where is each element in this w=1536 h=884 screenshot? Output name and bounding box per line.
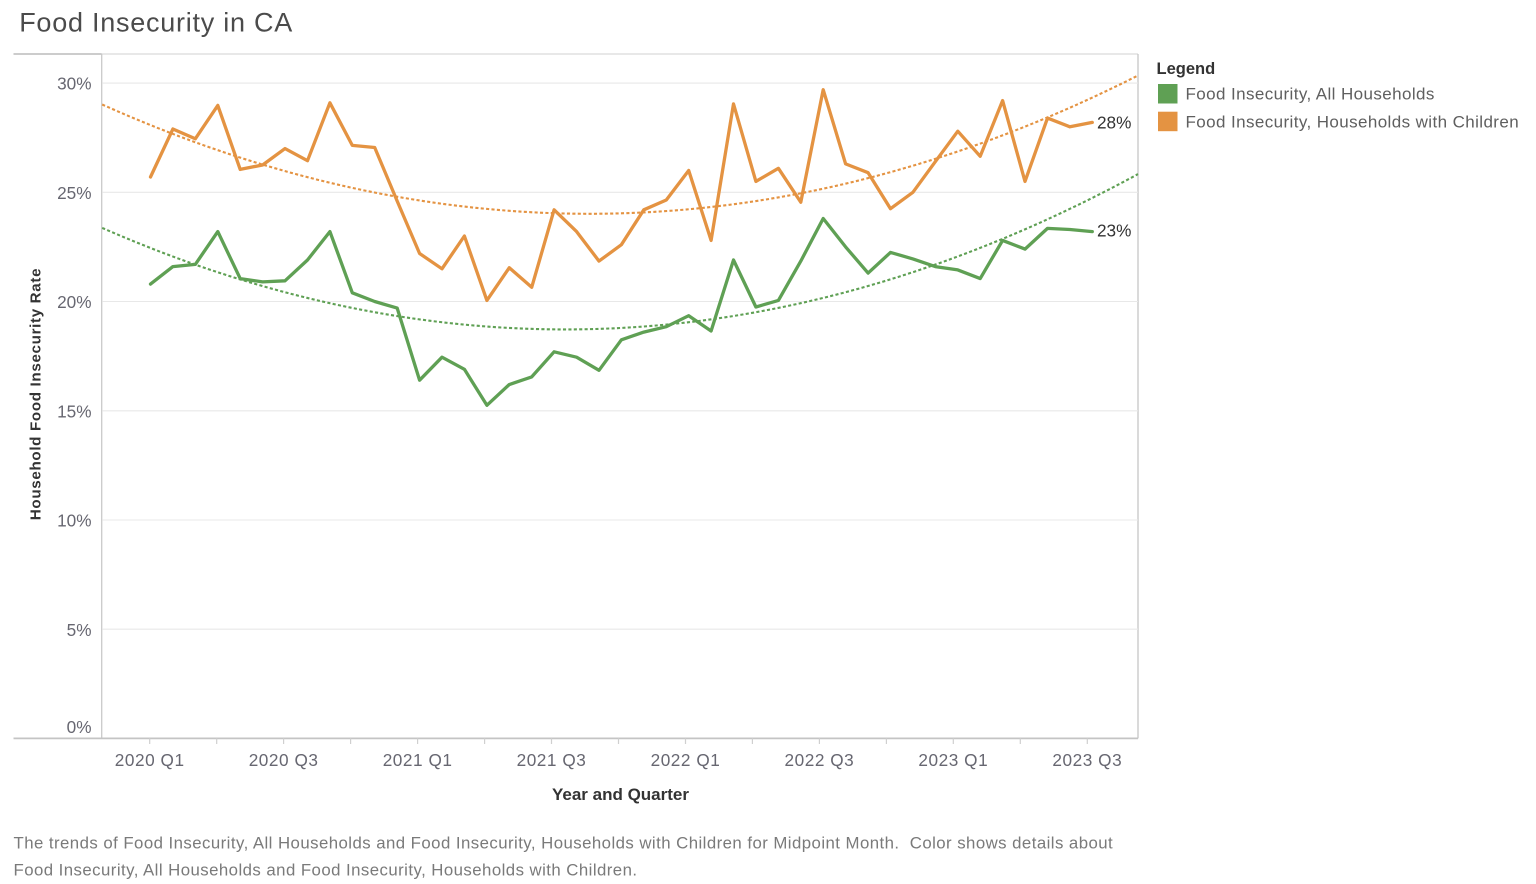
svg-text:The trends of Food Insecurity,: The trends of Food Insecurity, All House… xyxy=(14,834,1114,853)
svg-text:2023 Q3: 2023 Q3 xyxy=(1052,750,1122,770)
svg-text:Food Insecurity in CA: Food Insecurity in CA xyxy=(19,8,293,38)
svg-text:10%: 10% xyxy=(57,511,91,531)
svg-text:30%: 30% xyxy=(57,74,91,94)
svg-text:Year and Quarter: Year and Quarter xyxy=(552,785,689,804)
svg-text:Food Insecurity, All Household: Food Insecurity, All Households and Food… xyxy=(14,860,638,879)
svg-text:23%: 23% xyxy=(1097,221,1131,241)
svg-text:2020 Q1: 2020 Q1 xyxy=(115,750,185,770)
svg-text:2021 Q1: 2021 Q1 xyxy=(383,750,453,770)
svg-text:2022 Q3: 2022 Q3 xyxy=(785,750,855,770)
svg-text:15%: 15% xyxy=(57,401,91,421)
svg-text:2023 Q1: 2023 Q1 xyxy=(918,750,988,770)
svg-text:25%: 25% xyxy=(57,183,91,203)
svg-text:Legend: Legend xyxy=(1157,60,1216,78)
svg-text:2020 Q3: 2020 Q3 xyxy=(249,750,319,770)
svg-text:Food Insecurity, All Household: Food Insecurity, All Households xyxy=(1186,85,1435,104)
svg-text:2021 Q3: 2021 Q3 xyxy=(517,750,587,770)
svg-text:Household Food Insecurity Rate: Household Food Insecurity Rate xyxy=(27,268,44,520)
svg-text:2022 Q1: 2022 Q1 xyxy=(651,750,721,770)
svg-text:20%: 20% xyxy=(57,292,91,312)
svg-text:5%: 5% xyxy=(67,620,92,640)
svg-text:Food Insecurity, Households wi: Food Insecurity, Households with Childre… xyxy=(1186,112,1520,131)
svg-text:0%: 0% xyxy=(67,717,92,737)
svg-text:28%: 28% xyxy=(1097,113,1131,133)
